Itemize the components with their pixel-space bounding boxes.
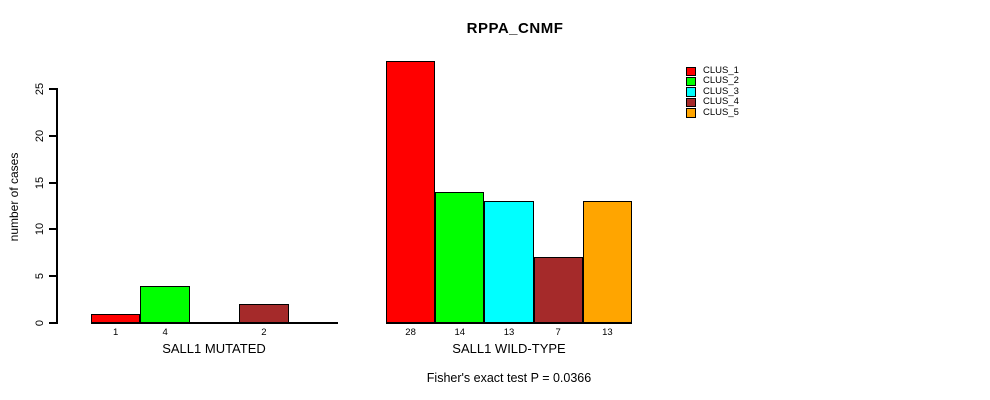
fisher-test-note: Fisher's exact test P = 0.0366 (426, 371, 592, 385)
y-tick (49, 275, 56, 278)
x-axis-line (386, 322, 632, 324)
y-tick-label: 10 (34, 223, 46, 236)
y-tick-label: 5 (34, 273, 46, 280)
y-tick (49, 228, 56, 231)
legend-swatch-icon (686, 97, 696, 108)
bar-clus_2 (435, 191, 485, 323)
bar-count-label: 4 (162, 327, 168, 338)
legend-label: CLUS_1 (703, 65, 739, 76)
y-tick-label: 25 (34, 82, 46, 96)
y-tick-label: 15 (34, 176, 46, 189)
y-axis-title: number of cases (7, 152, 21, 242)
legend-swatch-icon (686, 66, 696, 76)
legend-label: CLUS_2 (703, 75, 739, 87)
group-label-mutated: SALL1 MUTATED (162, 341, 266, 356)
bar-clus_1 (91, 313, 141, 323)
bar-count-label: 2 (261, 327, 267, 338)
y-axis-line (56, 88, 58, 324)
bar-clus_1 (386, 60, 436, 323)
legend-label: CLUS_4 (703, 96, 739, 108)
bar-count-label: 1 (113, 327, 119, 338)
group-label-wildtype: SALL1 WILD-TYPE (452, 341, 566, 356)
bar-clus_5 (582, 201, 632, 323)
bar-clus_4 (239, 304, 289, 323)
bar-count-label: 14 (454, 327, 466, 338)
legend-label: CLUS_3 (703, 85, 739, 97)
bar-clus_4 (533, 257, 583, 323)
bar-count-label: 7 (555, 327, 561, 338)
legend-swatch-icon (686, 76, 696, 87)
legend-swatch-icon (686, 108, 696, 118)
chart-title: RPPA_CNMF (466, 20, 564, 37)
y-tick (49, 322, 56, 324)
y-tick (49, 88, 56, 90)
bar-count-label: 28 (405, 327, 416, 338)
bar-clus_2 (140, 285, 190, 323)
y-tick (49, 134, 56, 137)
bar-count-label: 13 (602, 327, 613, 338)
bar-clus_3 (484, 201, 534, 323)
legend-swatch-icon (686, 87, 696, 97)
bar-count-label: 13 (503, 327, 515, 338)
x-axis-line (91, 322, 338, 324)
y-tick (49, 181, 56, 184)
y-tick-label: 20 (34, 129, 46, 142)
y-tick-label: 0 (34, 319, 46, 327)
legend-label: CLUS_5 (703, 106, 739, 118)
